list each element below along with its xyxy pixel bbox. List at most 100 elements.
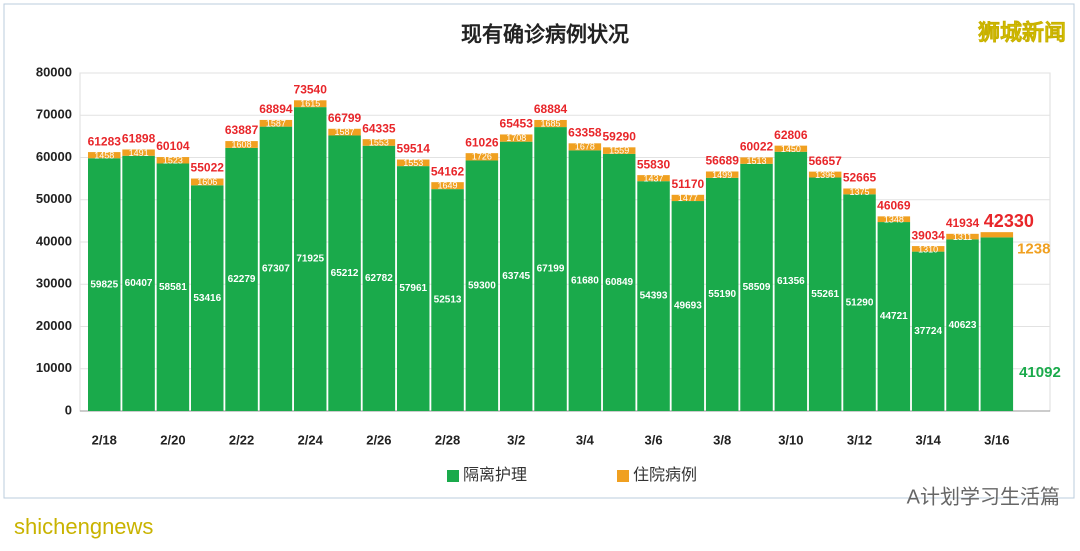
total-label: 56657	[808, 154, 842, 168]
value-label: 51290	[846, 297, 874, 308]
value-label: 1608	[232, 139, 252, 149]
bar-segment	[671, 194, 705, 202]
bar-segment	[499, 141, 533, 411]
bar-segment	[328, 135, 361, 411]
value-label: 1587	[335, 127, 355, 137]
x-tick-label: 3/8	[713, 432, 731, 447]
value-label: 54393	[640, 291, 668, 302]
bar-segment	[156, 157, 190, 164]
bar-segment	[671, 201, 705, 411]
y-tick-label: 70000	[36, 107, 72, 122]
bar-segment	[877, 222, 911, 411]
total-label: 63887	[225, 123, 259, 137]
value-label: 1523	[163, 155, 183, 165]
value-label: 62782	[365, 273, 393, 284]
y-tick-label: 50000	[36, 191, 72, 206]
value-label: 1678	[575, 142, 595, 152]
x-tick-label: 3/10	[778, 432, 803, 447]
total-label: 59514	[397, 142, 431, 156]
value-label: 1615	[300, 99, 320, 109]
total-label: 55830	[637, 157, 671, 171]
value-label: 1559	[609, 146, 629, 156]
legend-swatch	[447, 470, 459, 482]
value-label: 67307	[262, 263, 290, 274]
value-label: 55261	[811, 289, 839, 300]
bar-segment	[740, 157, 773, 164]
y-tick-label: 10000	[36, 360, 72, 375]
value-label: 1311	[953, 232, 972, 242]
total-label: 51170	[672, 177, 705, 191]
bar-segment	[362, 145, 396, 412]
total-label: 64335	[362, 121, 396, 135]
y-tick-label: 0	[65, 402, 72, 417]
bar-segment	[808, 171, 842, 178]
value-label: 1708	[506, 133, 526, 143]
value-label: 1375	[849, 187, 869, 197]
source: shichengnews	[14, 514, 153, 539]
bar-segment	[602, 153, 636, 412]
value-label: 1553	[403, 158, 423, 168]
legend-label: 住院病例	[633, 466, 697, 484]
total-label: 68894	[259, 102, 293, 116]
y-tick-label: 20000	[36, 318, 72, 333]
value-label: 60407	[125, 278, 153, 289]
value-label: 1238	[1017, 240, 1050, 257]
y-tick-label: 80000	[36, 64, 72, 79]
total-label: 52665	[843, 171, 877, 185]
value-label: 59300	[468, 280, 496, 291]
total-label: 60022	[740, 140, 774, 154]
bar-segment	[225, 141, 258, 148]
bar-segment	[293, 100, 327, 108]
bar-segment	[946, 239, 979, 411]
bar-segment	[843, 194, 876, 411]
legend-swatch	[617, 470, 629, 482]
bar-segment	[465, 160, 499, 411]
value-label: 37724	[914, 326, 942, 337]
total-label: 62806	[774, 128, 808, 142]
value-label: 52513	[434, 295, 462, 306]
total-label: 41934	[946, 216, 980, 230]
total-label: 56689	[706, 154, 740, 168]
x-tick-label: 3/12	[847, 432, 872, 447]
bar-segment	[843, 188, 876, 195]
value-label: 1437	[644, 173, 664, 183]
value-label: 1649	[438, 181, 458, 191]
value-label: 1348	[884, 215, 904, 225]
bar-segment	[774, 145, 808, 152]
total-label: 68884	[534, 102, 568, 116]
value-label: 1310	[918, 244, 938, 254]
bar-segment	[88, 152, 121, 159]
bar-segment	[877, 216, 911, 223]
total-label: 65453	[500, 117, 534, 131]
value-label: 63745	[502, 271, 530, 282]
bar-segment	[190, 185, 224, 411]
x-tick-label: 3/4	[576, 432, 595, 447]
total-label: 59290	[603, 129, 637, 143]
x-tick-label: 3/2	[507, 432, 525, 447]
value-label: 65212	[331, 268, 359, 279]
y-tick-label: 40000	[36, 233, 72, 248]
total-label: 39034	[911, 228, 945, 242]
bar-segment	[396, 166, 430, 411]
bar-segment	[190, 178, 224, 186]
total-label: 55022	[191, 161, 225, 175]
bar-segment	[637, 175, 670, 182]
bar-segment	[705, 177, 739, 411]
value-label: 71925	[296, 254, 324, 265]
value-label: 59825	[90, 279, 118, 290]
bar-segment	[431, 182, 464, 190]
value-label: 55190	[708, 289, 736, 300]
x-tick-label: 2/20	[160, 432, 185, 447]
value-label: 1458	[94, 150, 114, 160]
total-label: 61026	[465, 135, 499, 149]
x-tick-label: 2/18	[92, 432, 117, 447]
x-tick-label: 2/28	[435, 432, 460, 447]
bar-segment	[259, 126, 293, 411]
value-label: 58509	[743, 282, 771, 293]
value-label: 1685	[541, 118, 561, 128]
bar-segment	[259, 119, 293, 127]
bar-segment	[225, 147, 258, 412]
bar-segment	[534, 127, 567, 411]
value-label: 1396	[815, 170, 835, 180]
